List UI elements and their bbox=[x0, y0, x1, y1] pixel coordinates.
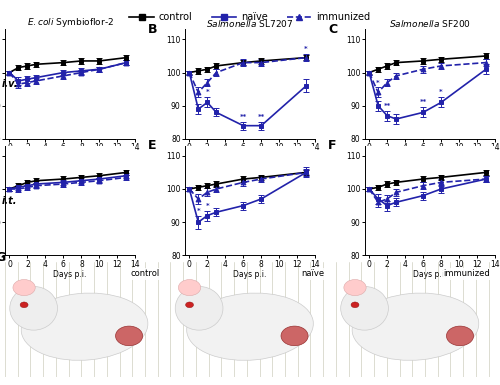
Text: i.v.: i.v. bbox=[2, 79, 18, 89]
Text: *: * bbox=[206, 89, 209, 95]
Circle shape bbox=[446, 326, 473, 346]
X-axis label: Days p.i.: Days p.i. bbox=[234, 154, 266, 162]
Circle shape bbox=[281, 326, 308, 346]
Ellipse shape bbox=[175, 286, 223, 330]
Circle shape bbox=[351, 302, 359, 308]
Text: *: * bbox=[376, 93, 380, 99]
Legend: control, naïve, immunized: control, naïve, immunized bbox=[126, 8, 374, 26]
Text: *: * bbox=[376, 79, 380, 85]
Text: **: ** bbox=[258, 114, 265, 120]
X-axis label: Days p.i.: Days p.i. bbox=[234, 270, 266, 279]
Circle shape bbox=[13, 280, 35, 296]
Text: **: ** bbox=[420, 99, 426, 105]
Text: G: G bbox=[0, 251, 6, 264]
Text: E: E bbox=[148, 139, 157, 152]
X-axis label: Days p.i.: Days p.i. bbox=[413, 154, 446, 162]
Text: *: * bbox=[304, 46, 308, 52]
Ellipse shape bbox=[340, 286, 388, 330]
Text: i.t.: i.t. bbox=[2, 196, 18, 206]
Text: *: * bbox=[440, 89, 443, 95]
Circle shape bbox=[178, 280, 201, 296]
Circle shape bbox=[20, 302, 28, 308]
X-axis label: Days p.i.: Days p.i. bbox=[54, 154, 87, 162]
Text: *: * bbox=[376, 186, 380, 192]
Title: $\it{Salmonella}$ SF200: $\it{Salmonella}$ SF200 bbox=[389, 18, 471, 28]
Text: B: B bbox=[148, 23, 158, 36]
Text: immunized: immunized bbox=[444, 269, 490, 278]
Text: *: * bbox=[196, 208, 200, 214]
Ellipse shape bbox=[352, 293, 479, 360]
X-axis label: Days p.i.: Days p.i. bbox=[413, 270, 446, 279]
Text: control: control bbox=[130, 269, 160, 278]
Text: C: C bbox=[328, 23, 338, 36]
Text: **: ** bbox=[384, 103, 391, 109]
Circle shape bbox=[186, 302, 194, 308]
Text: naïve: naïve bbox=[302, 269, 325, 278]
Text: *: * bbox=[206, 203, 209, 209]
Circle shape bbox=[116, 326, 142, 346]
Ellipse shape bbox=[21, 293, 148, 360]
Circle shape bbox=[344, 280, 366, 296]
Title: $\it{Salmonella}$ SL7207: $\it{Salmonella}$ SL7207 bbox=[206, 18, 294, 28]
Text: F: F bbox=[328, 139, 336, 152]
X-axis label: Days p.i.: Days p.i. bbox=[54, 270, 87, 279]
Ellipse shape bbox=[186, 293, 314, 360]
Title: $\it{E. coli}$ Symbioflor-2: $\it{E. coli}$ Symbioflor-2 bbox=[26, 17, 114, 29]
Text: **: ** bbox=[240, 114, 247, 120]
Ellipse shape bbox=[10, 286, 58, 330]
